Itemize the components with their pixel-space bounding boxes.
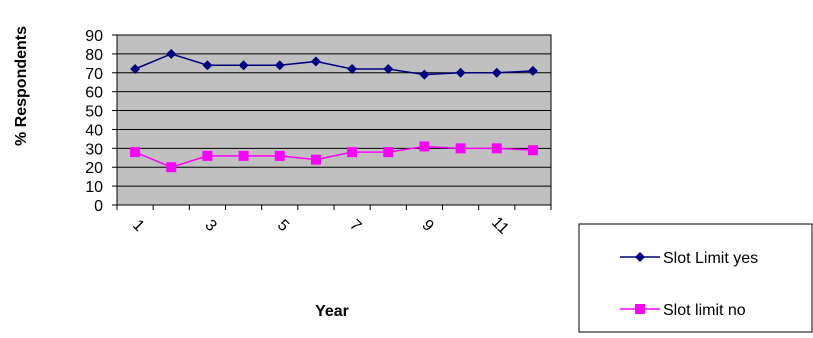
data-point xyxy=(310,154,321,165)
x-tick-label: 3 xyxy=(201,217,219,235)
series-line xyxy=(134,53,533,76)
data-point xyxy=(274,150,285,161)
data-point xyxy=(347,64,358,74)
data-point xyxy=(130,64,141,74)
x-tick-label: 11 xyxy=(488,214,512,238)
y-tick-label: 10 xyxy=(85,179,103,196)
data-point xyxy=(383,147,394,158)
data-point xyxy=(527,145,538,156)
series-slot-limit-no xyxy=(130,141,538,173)
legend-marker xyxy=(635,252,645,262)
y-tick-label: 80 xyxy=(85,47,103,64)
y-tick-label: 20 xyxy=(85,160,103,177)
data-point xyxy=(130,147,141,158)
data-point xyxy=(166,48,177,59)
legend-label: Slot limit no xyxy=(663,302,746,319)
x-axis: 1 3 5 7 9 11 xyxy=(116,205,552,238)
data-point xyxy=(202,60,213,71)
legend-item: Slot limit no xyxy=(620,302,746,319)
legend: Slot Limit yes Slot limit no xyxy=(578,223,813,333)
legend-box xyxy=(578,223,813,333)
y-tick-label: 90 xyxy=(85,28,103,45)
data-point xyxy=(527,65,538,76)
data-point xyxy=(419,141,430,152)
y-tick-label: 0 xyxy=(94,198,103,215)
x-tick-label: 9 xyxy=(418,217,436,235)
legend-label: Slot Limit yes xyxy=(663,250,758,267)
data-point xyxy=(491,67,502,78)
data-point xyxy=(274,60,285,71)
data-point xyxy=(491,143,502,154)
y-axis-title: % Respondents xyxy=(13,26,30,146)
y-tick-label: 40 xyxy=(85,122,103,139)
legend-marker xyxy=(635,304,645,314)
y-tick-label: 70 xyxy=(85,66,103,83)
y-tick-label: 60 xyxy=(85,85,103,102)
series-layer xyxy=(130,48,538,173)
data-point xyxy=(238,150,249,161)
x-axis-title: Year xyxy=(315,303,349,320)
data-point xyxy=(202,150,213,161)
data-point xyxy=(347,147,358,158)
data-point xyxy=(166,162,177,173)
gridlines xyxy=(117,53,551,187)
legend-entries: Slot Limit yes Slot limit no xyxy=(620,250,758,319)
data-point xyxy=(383,64,394,74)
data-point xyxy=(238,60,249,71)
data-point xyxy=(455,143,466,154)
x-tick-label: 7 xyxy=(346,217,364,235)
legend-item: Slot Limit yes xyxy=(620,250,758,267)
y-tick-label: 30 xyxy=(85,141,103,158)
plot-area xyxy=(116,34,552,206)
y-tick-label: 50 xyxy=(85,104,103,121)
series-slot-limit-yes xyxy=(130,48,538,80)
data-point xyxy=(310,56,321,67)
series-line xyxy=(134,145,533,169)
data-point xyxy=(419,69,430,80)
x-tick-label: 5 xyxy=(274,217,292,235)
x-tick-label: 1 xyxy=(129,217,147,235)
data-point xyxy=(455,67,466,78)
